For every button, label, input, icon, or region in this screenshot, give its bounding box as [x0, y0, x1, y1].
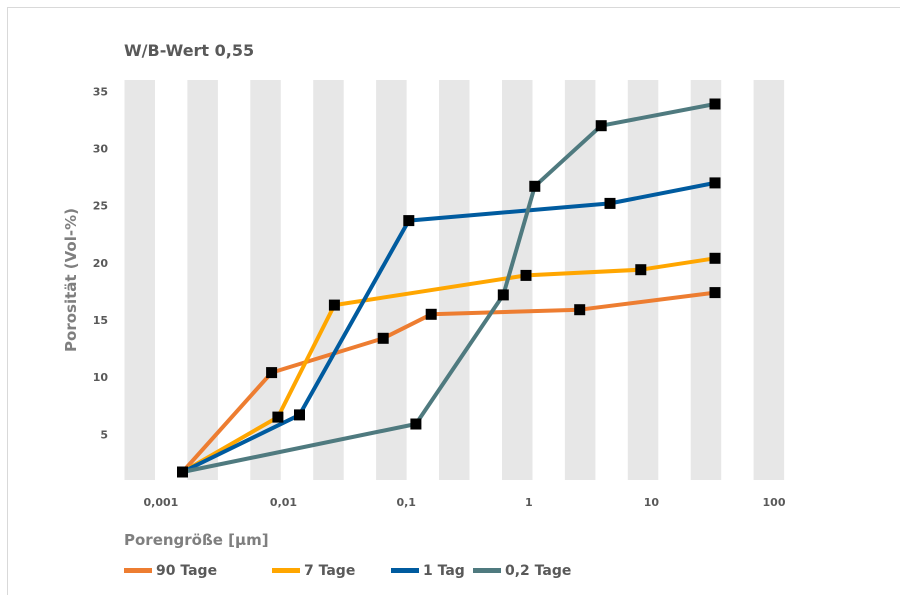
grid-band	[690, 80, 722, 480]
x-tick-label: 0,001	[144, 496, 179, 509]
data-point-marker	[604, 197, 616, 209]
legend-swatch	[272, 568, 300, 573]
y-tick-label: 15	[93, 314, 108, 327]
data-point-marker	[266, 367, 278, 379]
data-point-marker	[410, 418, 422, 430]
data-point-marker	[635, 264, 647, 276]
y-axis-title: Porosität (Vol-%)	[62, 208, 80, 352]
data-point-marker	[425, 308, 437, 320]
data-point-marker	[294, 409, 305, 421]
grid-band	[376, 80, 407, 480]
x-tick-label: 0,1	[396, 496, 416, 509]
y-tick-label: 25	[93, 200, 108, 213]
grid-band	[124, 80, 155, 480]
x-axis-title: Porengröße [µm]	[124, 531, 269, 549]
series-line-1	[181, 256, 716, 474]
y-tick-label: 5	[100, 428, 108, 441]
legend-label: 7 Tage	[304, 563, 355, 579]
x-tick-label: 0,01	[270, 496, 297, 509]
series-line-0	[181, 290, 716, 474]
grid-band	[627, 80, 659, 480]
x-tick-label: 1	[525, 496, 533, 509]
data-point-marker	[574, 304, 586, 316]
y-tick-label: 10	[93, 371, 109, 384]
legend-label: 90 Tage	[156, 563, 217, 579]
x-tick-label: 100	[763, 496, 786, 509]
series-line-3	[182, 102, 716, 474]
data-point-marker	[497, 289, 509, 301]
data-point-marker	[377, 332, 389, 344]
data-point-marker	[595, 120, 607, 132]
data-point-marker	[520, 269, 532, 281]
grid-band	[753, 80, 785, 480]
data-point-marker	[328, 299, 340, 311]
chart-title: W/B-Wert 0,55	[124, 41, 254, 60]
data-point-marker	[177, 466, 188, 478]
chart-frame: W/B-Wert 0,55 5 10 15 20 25 30 35 0,001 0,01 0,1…	[7, 7, 900, 595]
chart: W/B-Wert 0,55 5 10 15 20 25 30 35 0,001 0,01 0,1…	[62, 41, 786, 579]
y-tick-label: 35	[93, 85, 108, 98]
data-point-marker	[272, 411, 284, 423]
x-tick-label: 10	[644, 496, 660, 509]
y-tick-label: 20	[93, 257, 109, 270]
legend: 90 Tage 7 Tage 1 Tag 0,2 Tage	[124, 563, 571, 579]
legend-swatch	[124, 568, 152, 573]
data-point-marker	[709, 177, 721, 189]
y-axis-ticks: 5 10 15 20 25 30 35	[93, 85, 109, 441]
legend-label: 0,2 Tage	[505, 563, 571, 579]
data-point-marker	[709, 287, 721, 299]
legend-label: 1 Tag	[423, 563, 465, 579]
grid-band	[187, 80, 218, 480]
y-tick-label: 30	[93, 143, 109, 156]
grid-band	[439, 80, 470, 480]
data-point-marker	[529, 180, 541, 192]
legend-swatch	[473, 568, 501, 573]
grid-band	[564, 80, 596, 480]
legend-swatch	[391, 568, 419, 573]
data-point-marker	[403, 215, 415, 227]
x-axis-ticks: 0,001 0,01 0,1 1 10 100	[144, 496, 786, 509]
data-point-marker	[709, 252, 721, 264]
series-markers	[177, 98, 721, 478]
grid-band	[313, 80, 344, 480]
grid-bands	[124, 80, 785, 480]
data-point-marker	[709, 98, 721, 110]
